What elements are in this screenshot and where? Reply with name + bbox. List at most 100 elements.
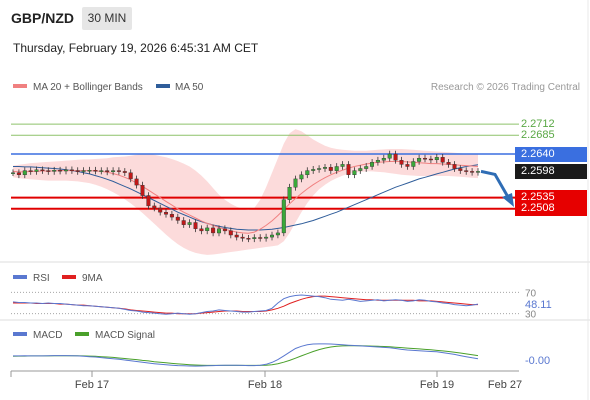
rsi-ma-legend-label: 9MA	[82, 273, 103, 284]
candle-body	[105, 170, 110, 173]
candle-body	[211, 227, 216, 234]
x-axis-tick-label: Feb 19	[420, 379, 454, 391]
candle-body	[334, 166, 339, 171]
x-axis-tick-label: Feb 17	[75, 379, 109, 391]
research-credit: Research © 2026 Trading Central	[431, 82, 580, 93]
candle-body	[58, 169, 63, 172]
candle-body	[264, 236, 269, 239]
price-level-tag: 2.2640	[515, 146, 587, 162]
candle-body	[46, 170, 51, 172]
candle-body	[146, 195, 151, 207]
candle-body	[199, 228, 204, 232]
candle-body	[228, 230, 233, 236]
macd-last-value: -0.00	[525, 355, 550, 367]
candle-body	[175, 216, 180, 221]
candle-body	[305, 170, 310, 176]
price-level-tag: 2.2685	[521, 128, 555, 141]
candle-body	[446, 162, 451, 165]
candle-body	[28, 170, 33, 172]
price-level-tag: 2.2508	[515, 201, 587, 217]
candle-body	[370, 162, 375, 167]
candle-body	[140, 184, 145, 196]
macd-legend-label: MACD	[33, 330, 62, 341]
candle-body	[393, 153, 398, 161]
candle-body	[234, 234, 239, 238]
candle-body	[275, 232, 280, 236]
chart-header: GBP/NZD 30 MIN	[0, 0, 590, 38]
candle-body	[364, 166, 369, 169]
candle-body	[252, 237, 257, 239]
ma20-legend-label: MA 20 + Bollinger Bands	[33, 82, 143, 93]
candle-body	[293, 178, 298, 188]
candle-body	[10, 172, 15, 174]
candle-body	[440, 157, 445, 163]
candle-body	[193, 222, 198, 229]
candle-body	[476, 171, 481, 173]
candle-body	[352, 170, 357, 176]
x-axis: Feb 17 Feb 18 Feb 19 Feb 27	[10, 371, 522, 391]
x-axis-tick-label: Feb 18	[248, 379, 282, 391]
candle-body	[428, 158, 433, 161]
rsi-legend-label: RSI	[33, 273, 50, 284]
macd-signal-legend-label: MACD Signal	[95, 330, 155, 341]
macd-plot-area: -0.00	[12, 343, 550, 367]
candle-body	[317, 168, 322, 170]
candle-body	[152, 205, 157, 209]
candle-body	[34, 169, 39, 172]
rsi-ma-legend-swatch	[62, 275, 76, 279]
candle-body	[63, 169, 68, 172]
candle-body	[240, 236, 245, 239]
candle-body	[452, 164, 457, 169]
candle-body	[417, 157, 422, 162]
candle-body	[81, 170, 86, 172]
macd-legend-swatch	[13, 332, 27, 336]
candle-body	[323, 167, 328, 169]
candle-body	[128, 172, 133, 180]
candle-body	[270, 234, 275, 238]
candle-body	[216, 228, 221, 234]
ma50-legend-swatch	[156, 84, 170, 88]
price-level-tag: 2.2598	[515, 163, 587, 179]
candle-body	[181, 220, 186, 225]
candle-body	[328, 167, 333, 171]
candle-body	[346, 164, 351, 175]
candle-body	[381, 157, 386, 161]
rsi-level-label: 30	[525, 310, 537, 321]
candle-body	[69, 169, 74, 172]
candle-body	[40, 169, 45, 172]
candle-body	[99, 170, 104, 172]
candle-body	[205, 227, 210, 231]
candle-body	[434, 157, 439, 161]
candle-body	[387, 153, 392, 159]
candle-body	[311, 169, 316, 171]
bollinger-band-fill	[13, 129, 478, 255]
candle-body	[16, 172, 21, 175]
candle-body	[287, 186, 292, 200]
candle-body	[75, 170, 80, 172]
candle-body	[122, 171, 127, 173]
candle-body	[411, 161, 416, 167]
symbol-title: GBP/NZD	[11, 10, 74, 26]
rsi-line	[12, 294, 479, 315]
candle-body	[22, 170, 27, 176]
macd-signal-line	[12, 345, 479, 366]
chart-datetime: Thursday, February 19, 2026 6:45:31 AM C…	[13, 41, 259, 55]
x-axis-tick-label: Feb 27	[488, 379, 522, 391]
rsi-ma-line	[13, 295, 478, 315]
ma50-line	[13, 164, 479, 231]
timeframe-button[interactable]: 30 MIN	[82, 7, 132, 30]
candle-body	[399, 159, 404, 165]
ma50-legend-label: MA 50	[175, 82, 204, 93]
rsi-legend-swatch	[13, 275, 27, 279]
candle-body	[163, 211, 168, 215]
candle-body	[134, 178, 139, 186]
price-level-tag: 2.2712	[521, 117, 555, 130]
candle-body	[470, 171, 475, 173]
candle-body	[87, 169, 92, 172]
candle-body	[281, 199, 286, 234]
candle-body	[340, 164, 345, 167]
candle-body	[246, 238, 251, 240]
projection-arrowhead	[502, 193, 514, 207]
